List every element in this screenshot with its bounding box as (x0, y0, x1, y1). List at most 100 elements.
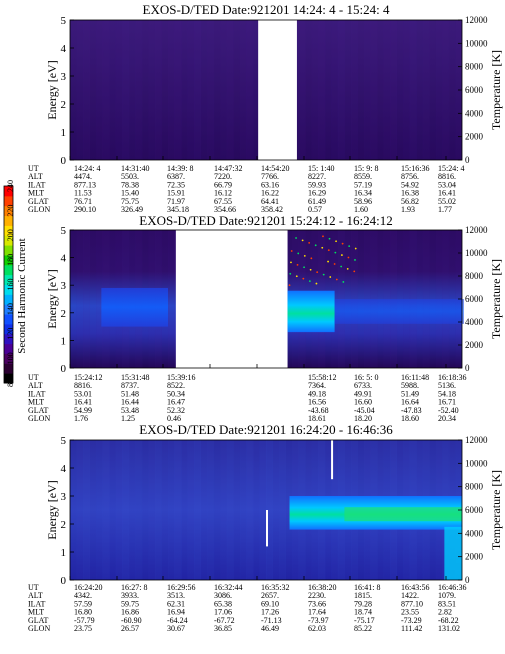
noise-dot (310, 257, 313, 260)
noise-dot (322, 235, 324, 238)
table-cell: 16:46:36 (438, 583, 466, 592)
colorbar-frame (3, 185, 14, 384)
ephemeris-table: UT 16:24:20 16:27: 8 16:29:56 16:32:44 16:35:… (28, 583, 466, 633)
table-cell: 345.18 (167, 205, 189, 214)
table-cell: 3086. (214, 591, 232, 600)
panel-3: EXOS-D/TED Date:921201 16:24:20 - 16:46:… (28, 422, 503, 633)
noise-dot (288, 284, 291, 287)
table-cell: 16:41: 8 (354, 583, 380, 592)
y-tick-label: 0 (61, 575, 67, 587)
y-tick-label: 4 (61, 43, 67, 55)
table-cell: 16.29 (308, 189, 326, 198)
y-tick-label: 0 (61, 363, 67, 375)
texture-stripe (233, 440, 241, 580)
y-tick-label: 3 (61, 280, 67, 292)
table-cell: 354.66 (214, 205, 236, 214)
y2-tick-label: 6000 (465, 505, 484, 515)
table-cell: 8816. (438, 172, 456, 181)
noise-dot (302, 277, 305, 280)
y2-tick-label: 0 (465, 363, 470, 373)
table-cell: 67.55 (214, 197, 232, 206)
texture-stripe (96, 440, 104, 580)
colorbar-cell-0 (4, 373, 13, 384)
texture-stripe (246, 20, 254, 160)
texture-stripe (383, 20, 391, 160)
panel-1: EXOS-D/TED Date:921201 14:24: 4 - 15:24:… (28, 2, 503, 214)
noise-dot (297, 252, 300, 255)
y2-tick-label: 8000 (465, 62, 484, 72)
texture-stripe (89, 230, 97, 368)
table-cell: 17.64 (308, 608, 326, 617)
texture-stripe (161, 440, 169, 580)
data-spike (266, 510, 268, 547)
y-tick-label: 2 (61, 99, 67, 111)
texture-stripe (442, 20, 450, 160)
table-cell: -60.90 (121, 616, 142, 625)
texture-stripe (187, 440, 195, 580)
table-cell: 14:47:32 (214, 164, 242, 173)
texture-stripe (337, 20, 345, 160)
noise-dot (340, 254, 343, 256)
plasma-band-edge (444, 526, 462, 580)
table-cell: 16.38 (401, 189, 419, 198)
table-cell: 51.49 (401, 389, 419, 398)
y2-tick-label: 2000 (465, 132, 484, 142)
table-cell: -73.97 (308, 616, 329, 625)
chart-title: EXOS-D/TED Date:921201 16:24:20 - 16:46:… (139, 422, 393, 437)
texture-stripe (168, 440, 175, 580)
table-cell: 16.41 (438, 189, 456, 198)
table-cell: -73.29 (401, 616, 422, 625)
table-cell: 66.79 (214, 180, 232, 189)
table-cell: 877.13 (74, 180, 96, 189)
table-cell: -52.40 (438, 406, 459, 415)
table-cell: 16.22 (261, 189, 279, 198)
texture-stripe (344, 20, 352, 160)
colorbar-cell-6 (4, 314, 13, 325)
row-label: UT (28, 164, 39, 173)
table-cell: 16: 5: 0 (354, 373, 378, 382)
table-cell: 78.38 (121, 180, 139, 189)
texture-stripe (148, 20, 156, 160)
table-cell: 0.57 (308, 205, 322, 214)
table-cell: 49.91 (354, 389, 372, 398)
table-cell: 83.51 (438, 599, 456, 608)
texture-stripe (135, 440, 143, 580)
table-cell: 15:31:48 (121, 373, 149, 382)
table-cell: 23.75 (74, 624, 92, 633)
texture-stripe (279, 440, 286, 580)
texture-stripe (115, 440, 123, 580)
texture-stripe (83, 440, 90, 580)
table-cell: 1422. (401, 591, 419, 600)
table-cell: 877.10 (401, 599, 423, 608)
table-cell: -43.68 (308, 406, 329, 415)
table-cell: 15:39:16 (167, 373, 195, 382)
noise-dot (316, 271, 319, 274)
colorbar-tick-label: 80 (6, 379, 15, 387)
y2-tick-label: 12000 (465, 225, 488, 235)
colorbar-cell-18 (4, 195, 13, 207)
texture-stripe (252, 20, 260, 160)
texture-stripe (70, 230, 77, 368)
texture-stripe (403, 20, 411, 160)
noise-dot (341, 242, 344, 245)
ephemeris-table: UT 15:24:12 15:31:48 15:39:16 15:58:12 16: 5:… (28, 373, 466, 423)
texture-stripe (181, 20, 188, 160)
noise-dot (342, 281, 345, 283)
texture-stripe (220, 20, 228, 160)
table-cell: 16.94 (167, 608, 185, 617)
table-cell: 16:27: 8 (121, 583, 147, 592)
table-cell: -64.24 (167, 616, 188, 625)
y-tick-label: 5 (61, 225, 67, 237)
y2-tick-label: 10000 (465, 38, 488, 48)
table-cell: 79.28 (354, 599, 372, 608)
table-cell: -57.79 (74, 616, 95, 625)
table-cell: 290.10 (74, 205, 96, 214)
table-cell: 56.82 (401, 197, 419, 206)
data-gap (276, 20, 297, 160)
texture-stripe (331, 20, 339, 160)
table-cell: 75.75 (121, 197, 139, 206)
table-cell: 15: 9: 8 (354, 164, 378, 173)
texture-stripe (135, 20, 143, 160)
table-cell: 7220. (214, 172, 232, 181)
y2-tick-label: 12000 (465, 435, 488, 445)
